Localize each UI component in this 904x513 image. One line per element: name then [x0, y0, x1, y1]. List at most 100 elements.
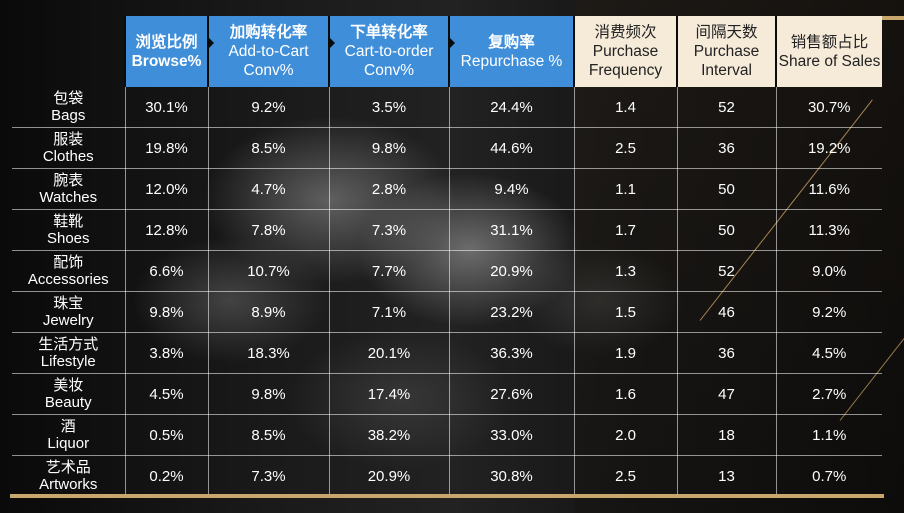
- cart-to-order-cell: 38.2%: [329, 414, 450, 456]
- interval-cell: 36: [677, 127, 777, 169]
- browse-cell: 12.8%: [125, 209, 209, 251]
- browse-cell: 19.8%: [125, 127, 209, 169]
- category-zh: 生活方式: [38, 336, 99, 353]
- arrow-notch-icon: [328, 36, 335, 50]
- category-en: Shoes: [46, 230, 90, 247]
- add-to-cart-cell: 8.9%: [208, 291, 330, 333]
- header-share-of-sales: 销售额占比 Share of Sales: [776, 16, 882, 87]
- browse-cell: 0.2%: [125, 455, 209, 496]
- add-to-cart-cell: 8.5%: [208, 414, 330, 456]
- category-en: Bags: [51, 107, 86, 124]
- category-metrics-table: 浏览比例 Browse% 加购转化率 Add-to-Cart Conv% 下单转…: [12, 16, 882, 496]
- cart-to-order-cell: 7.7%: [329, 250, 450, 292]
- table-row: 生活方式 Lifestyle 3.8% 18.3% 20.1% 36.3% 1.9…: [12, 332, 882, 374]
- share-cell: 4.5%: [776, 332, 882, 374]
- category-zh: 服装: [53, 131, 84, 148]
- category-cell: 酒 Liquor: [12, 414, 126, 456]
- table-row: 珠宝 Jewelry 9.8% 8.9% 7.1% 23.2% 1.5 46 9.…: [12, 291, 882, 333]
- repurchase-cell: 27.6%: [449, 373, 575, 415]
- interval-cell: 50: [677, 168, 777, 210]
- add-to-cart-cell: 7.8%: [208, 209, 330, 251]
- category-cell: 腕表 Watches: [12, 168, 126, 210]
- table-row: 包袋 Bags 30.1% 9.2% 3.5% 24.4% 1.4 52 30.7…: [12, 87, 882, 128]
- table-row: 配饰 Accessories 6.6% 10.7% 7.7% 20.9% 1.3 …: [12, 250, 882, 292]
- category-cell: 珠宝 Jewelry: [12, 291, 126, 333]
- header-zh: 消费频次: [594, 24, 657, 41]
- bottom-accent-bar: [10, 494, 884, 498]
- header-zh: 销售额占比: [790, 33, 869, 51]
- category-cell: 配饰 Accessories: [12, 250, 126, 292]
- table-row: 美妆 Beauty 4.5% 9.8% 17.4% 27.6% 1.6 47 2.…: [12, 373, 882, 415]
- category-zh: 腕表: [53, 172, 84, 189]
- arrow-notch-icon: [448, 36, 455, 50]
- cart-to-order-cell: 20.9%: [329, 455, 450, 496]
- category-zh: 包袋: [53, 90, 84, 107]
- header-en: Browse%: [131, 52, 202, 70]
- category-en: Beauty: [44, 394, 92, 411]
- header-add-to-cart: 加购转化率 Add-to-Cart Conv%: [207, 16, 330, 87]
- table-row: 酒 Liquor 0.5% 8.5% 38.2% 33.0% 2.0 18 1.1…: [12, 414, 882, 456]
- browse-cell: 4.5%: [125, 373, 209, 415]
- browse-cell: 0.5%: [125, 414, 209, 456]
- cart-to-order-cell: 3.5%: [329, 87, 450, 128]
- header-zh: 浏览比例: [135, 33, 198, 51]
- cart-to-order-cell: 7.3%: [329, 209, 450, 251]
- repurchase-cell: 31.1%: [449, 209, 575, 251]
- category-en: Jewelry: [42, 312, 94, 329]
- cart-to-order-cell: 17.4%: [329, 373, 450, 415]
- header-zh: 复购率: [488, 33, 535, 51]
- share-cell: 19.2%: [776, 127, 882, 169]
- add-to-cart-cell: 10.7%: [208, 250, 330, 292]
- category-cell: 包袋 Bags: [12, 87, 126, 128]
- header-browse: 浏览比例 Browse%: [125, 16, 209, 87]
- frequency-cell: 2.5: [574, 127, 678, 169]
- category-en: Clothes: [42, 148, 94, 165]
- frequency-cell: 1.3: [574, 250, 678, 292]
- table-row: 鞋靴 Shoes 12.8% 7.8% 7.3% 31.1% 1.7 50 11.…: [12, 209, 882, 251]
- category-zh: 配饰: [53, 254, 84, 271]
- category-en: Watches: [39, 189, 98, 206]
- share-cell: 9.2%: [776, 291, 882, 333]
- interval-cell: 18: [677, 414, 777, 456]
- frequency-cell: 1.5: [574, 291, 678, 333]
- browse-cell: 9.8%: [125, 291, 209, 333]
- header-en: Purchase Frequency: [588, 43, 663, 79]
- share-cell: 30.7%: [776, 87, 882, 128]
- header-zh: 间隔天数: [695, 24, 758, 41]
- table-row: 艺术品 Artworks 0.2% 7.3% 20.9% 30.8% 2.5 13…: [12, 455, 882, 496]
- share-cell: 0.7%: [812, 467, 847, 485]
- browse-cell: 3.8%: [125, 332, 209, 374]
- share-cell: 9.0%: [776, 250, 882, 292]
- add-to-cart-cell: 7.3%: [208, 455, 330, 496]
- share-cell: 11.3%: [776, 209, 882, 251]
- add-to-cart-cell: 9.2%: [208, 87, 330, 128]
- header-purchase-frequency: 消费频次 Purchase Frequency: [574, 16, 678, 87]
- category-cell: 生活方式 Lifestyle: [12, 332, 126, 374]
- add-to-cart-cell: 18.3%: [208, 332, 330, 374]
- frequency-cell: 1.9: [574, 332, 678, 374]
- share-cell: 1.1%: [776, 414, 882, 456]
- category-zh: 美妆: [53, 377, 84, 394]
- share-cell: 2.7%: [776, 373, 882, 415]
- frequency-cell: 1.1: [574, 168, 678, 210]
- category-cell: 艺术品 Artworks: [12, 455, 126, 496]
- repurchase-cell: 36.3%: [449, 332, 575, 374]
- header-zh: 下单转化率: [350, 24, 428, 41]
- repurchase-cell: 30.8%: [449, 455, 575, 496]
- header-repurchase: 复购率 Repurchase %: [448, 16, 575, 87]
- interval-cell: 36: [677, 332, 777, 374]
- header-en: Purchase Interval: [693, 43, 760, 79]
- category-en: Lifestyle: [40, 353, 96, 370]
- category-cell: 鞋靴 Shoes: [12, 209, 126, 251]
- header-en: Repurchase %: [460, 52, 563, 70]
- header-en: Share of Sales: [778, 52, 881, 70]
- cart-to-order-cell: 9.8%: [329, 127, 450, 169]
- frequency-cell: 1.7: [574, 209, 678, 251]
- category-en: Accessories: [27, 271, 109, 288]
- category-zh: 酒: [60, 418, 76, 435]
- interval-cell: 52: [677, 250, 777, 292]
- repurchase-cell: 24.4%: [449, 87, 575, 128]
- table-row: 腕表 Watches 12.0% 4.7% 2.8% 9.4% 1.1 50 11…: [12, 168, 882, 210]
- table-row: 服装 Clothes 19.8% 8.5% 9.8% 44.6% 2.5 36 1…: [12, 127, 882, 169]
- share-cell: 11.6%: [776, 168, 882, 210]
